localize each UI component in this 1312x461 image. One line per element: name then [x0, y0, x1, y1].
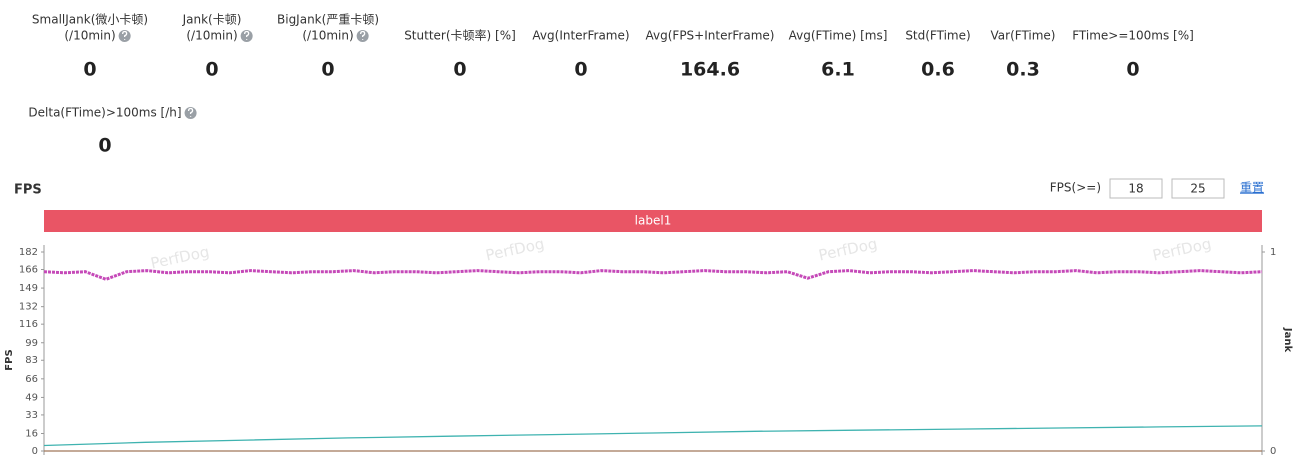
help-glyph: [187, 107, 194, 117]
y-tick-label: 16: [25, 429, 38, 440]
y-tick-label: 66: [25, 374, 38, 385]
metric-value: 0: [453, 59, 466, 81]
metric-value: 164.6: [680, 59, 740, 81]
threshold-value[interactable]: 25: [1190, 182, 1205, 196]
y-tick-label: 0: [32, 446, 38, 457]
metric-label: Delta(FTime)>100ms [/h]: [28, 106, 181, 120]
y-tick-label: 166: [19, 264, 38, 275]
metric-value: 0: [1126, 59, 1139, 81]
metric-value: 0: [98, 135, 111, 157]
y-tick-label: 49: [25, 392, 38, 403]
y-tick-label: 116: [19, 319, 38, 330]
y-tick-label: 182: [19, 247, 38, 258]
y-tick-label: 132: [19, 302, 38, 313]
watermark: PerfDog: [1151, 235, 1213, 265]
metric-label: (/10min): [186, 29, 237, 43]
band-label: label1: [635, 214, 672, 228]
help-glyph: [360, 30, 366, 40]
watermark: PerfDog: [149, 243, 211, 273]
metric-label: (/10min): [64, 29, 115, 43]
y-axis-title: FPS: [4, 349, 15, 370]
help-glyph: [244, 30, 250, 40]
reset-link[interactable]: 重置: [1240, 181, 1264, 195]
watermark: PerfDog: [484, 235, 546, 265]
metric-value: 0: [205, 59, 218, 81]
metric-label: Avg(InterFrame): [532, 29, 629, 43]
metric-label: Stutter(卡顿率) [%]: [404, 28, 516, 43]
series-line: [43, 425, 1263, 447]
threshold-value[interactable]: 18: [1128, 182, 1143, 196]
y2-tick-label: 1: [1270, 247, 1276, 258]
metric-label: Std(FTime): [905, 29, 970, 43]
series-line: [43, 269, 1263, 281]
filter-label: FPS(>=): [1050, 181, 1101, 195]
metric-label: Var(FTime): [991, 29, 1056, 43]
y-tick-label: 99: [25, 338, 38, 349]
metric-value: 0: [574, 59, 587, 81]
metric-value: 0.3: [1006, 59, 1040, 81]
y2-axis-title: Jank: [1282, 327, 1293, 353]
y-tick-label: 33: [25, 410, 38, 421]
metric-label: BigJank(严重卡顿): [277, 13, 379, 27]
metric-label: SmallJank(微小卡顿): [32, 13, 148, 27]
chart-title: FPS: [14, 183, 42, 198]
y-tick-label: 83: [25, 355, 38, 366]
y-tick-label: 149: [19, 283, 38, 294]
metric-value: 6.1: [821, 59, 855, 81]
threshold-input[interactable]: [1171, 178, 1225, 199]
watermark: PerfDog: [817, 235, 879, 265]
metric-label: Avg(FTime) [ms]: [789, 29, 888, 43]
metric-value: 0: [321, 59, 334, 81]
metric-label: (/10min): [302, 29, 353, 43]
metric-label: Avg(FPS+InterFrame): [646, 29, 775, 43]
label-band: [44, 210, 1262, 232]
help-glyph: [122, 30, 128, 40]
metric-value: 0: [83, 59, 96, 81]
y2-tick-label: 0: [1270, 446, 1276, 457]
threshold-input[interactable]: [1109, 178, 1163, 199]
metric-label: Jank(卡顿): [182, 13, 242, 27]
metric-value: 0.6: [921, 59, 955, 81]
metric-label: FTime>=100ms [%]: [1072, 29, 1194, 43]
